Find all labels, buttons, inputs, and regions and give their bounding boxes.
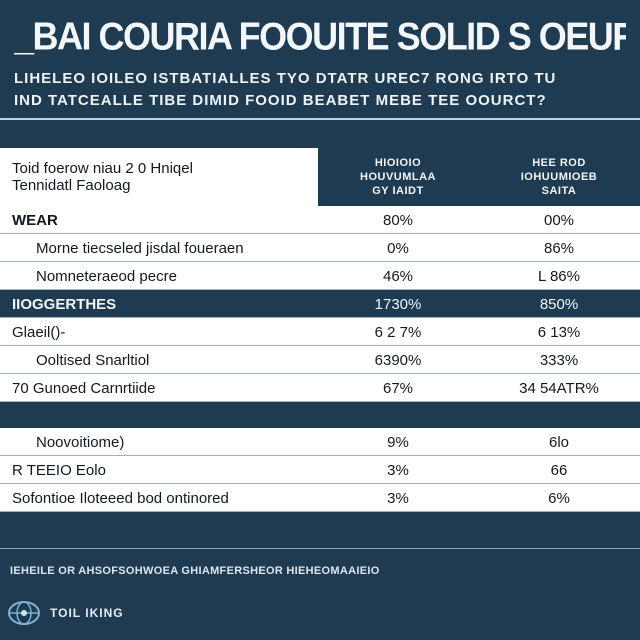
globe-logo-icon (8, 601, 40, 625)
table-row: Morne tiecseled jisdal foueraen 0% 86% (0, 234, 640, 262)
row-label: Nomneteraeod pecre (36, 267, 177, 285)
table-header-row: Toid foerow niau 2 0 Hniqel Tennidatl Fa… (0, 148, 640, 206)
row-value-col2: 850% (539, 295, 579, 313)
row-value-col2: 6lo (548, 433, 570, 451)
row-value-col1: 46% (382, 267, 414, 285)
brand-logo: TOIL IKING (6, 598, 124, 628)
row-value-col1: 67% (382, 379, 414, 397)
table-row: IIOGGERTHES 1730% 850% (0, 290, 640, 318)
top-divider (0, 118, 640, 120)
table-header-label-line-2: Tennidatl Faoloag (12, 177, 131, 194)
row-label: Noovoitiome) (36, 433, 125, 451)
row-label: WEAR (12, 211, 58, 229)
row-value-col1 (318, 402, 478, 428)
row-label: Sofontioe Iloteeed bod ontinored (12, 489, 229, 507)
row-label: Glaeil()- (12, 323, 66, 341)
table-body: WEAR 80% 00% Morne tiecseled jisdal fouerae… (0, 206, 640, 512)
row-label: Ooltised Snarltiol (36, 351, 150, 369)
table-spacer-row (0, 402, 640, 428)
column-header-1-line-3: GY IAIDT (372, 185, 424, 197)
row-value-col1: 6390% (374, 351, 422, 369)
subtitle-line-2: IND TATCEALLE TIBE DIMID FOOID BEABET ME… (14, 92, 547, 109)
row-value-col2: 66 (550, 461, 568, 479)
table-row: Sofontioe Iloteeed bod ontinored 3% 6% (0, 484, 640, 512)
row-divider (0, 511, 640, 512)
row-value-col1: 3% (387, 489, 409, 507)
row-value-col1: 6 2 7% (374, 323, 422, 341)
comparison-table: Toid foerow niau 2 0 Hniqel Tennidatl Fa… (0, 148, 640, 512)
table-row: WEAR 80% 00% (0, 206, 640, 234)
table-row: R TEEIO Eolo 3% 66 (0, 456, 640, 484)
row-divider (0, 261, 640, 262)
row-divider (0, 401, 640, 402)
row-value-col1: 1730% (374, 295, 422, 313)
column-header-2-line-3: SAITA (541, 185, 577, 197)
table-row: Nomneteraeod pecre 46% L 86% (0, 262, 640, 290)
column-header-1-line-2: HOUVUMLAA (360, 171, 436, 183)
row-label: IIOGGERTHES (12, 295, 117, 313)
row-value-col2 (478, 402, 640, 428)
subtitle-line-1: LIHELEO IOILEO ISTBATIALLES TYO DTATR UR… (14, 70, 557, 87)
logo-text: TOIL IKING (50, 606, 124, 620)
row-label: Morne tiecseled jisdal foueraen (36, 239, 244, 257)
column-header-2: HEE ROD IOHUUMIOEB SAITA (478, 148, 640, 206)
row-divider (0, 289, 640, 290)
column-header-1-line-1: HIOIOIO (374, 157, 422, 169)
row-value-col1: 80% (382, 211, 414, 229)
row-divider (0, 373, 640, 374)
row-value-col2: 00% (543, 211, 575, 229)
row-divider (0, 345, 640, 346)
row-value-col2: 6% (548, 489, 570, 507)
row-divider (0, 455, 640, 456)
row-label (0, 402, 12, 428)
table-header-label: Toid foerow niau 2 0 Hniqel Tennidatl Fa… (0, 148, 318, 206)
row-label: 70 Gunoed Carnrtiide (12, 379, 156, 397)
table-header-label-line-1: Toid foerow niau 2 0 Hniqel (12, 160, 193, 177)
table-row: 70 Gunoed Carnrtiide 67% 34 54ATR% (0, 374, 640, 402)
table-row: Glaeil()- 6 2 7% 6 13% (0, 318, 640, 346)
row-value-col2: L 86% (538, 267, 580, 285)
row-divider (0, 317, 640, 318)
table-row: Ooltised Snarltiol 6390% 333% (0, 346, 640, 374)
table-row: Noovoitiome) 9% 6lo (0, 428, 640, 456)
column-header-2-line-2: IOHUUMIOEB (520, 171, 598, 183)
row-divider (0, 233, 640, 234)
row-value-col1: 0% (387, 239, 409, 257)
row-value-col2: 34 54ATR% (519, 379, 599, 397)
page-title: _BAI COURIA FOOUITE SOLID S OEURT ESID (14, 14, 626, 59)
row-value-col2: 6 13% (537, 323, 581, 341)
row-value-col2: 333% (539, 351, 579, 369)
row-divider (0, 483, 640, 484)
bottom-divider (0, 548, 640, 549)
row-value-col1: 9% (387, 433, 409, 451)
row-label: R TEEIO Eolo (12, 461, 106, 479)
column-header-2-line-1: HEE ROD (532, 157, 586, 169)
column-header-1: HIOIOIO HOUVUMLAA GY IAIDT (318, 148, 478, 206)
row-value-col2: 86% (543, 239, 575, 257)
footnote: IEHEILE OR AHSOFSOHWOEA GHIAMFERSHEOR HI… (10, 565, 380, 577)
row-value-col1: 3% (387, 461, 409, 479)
